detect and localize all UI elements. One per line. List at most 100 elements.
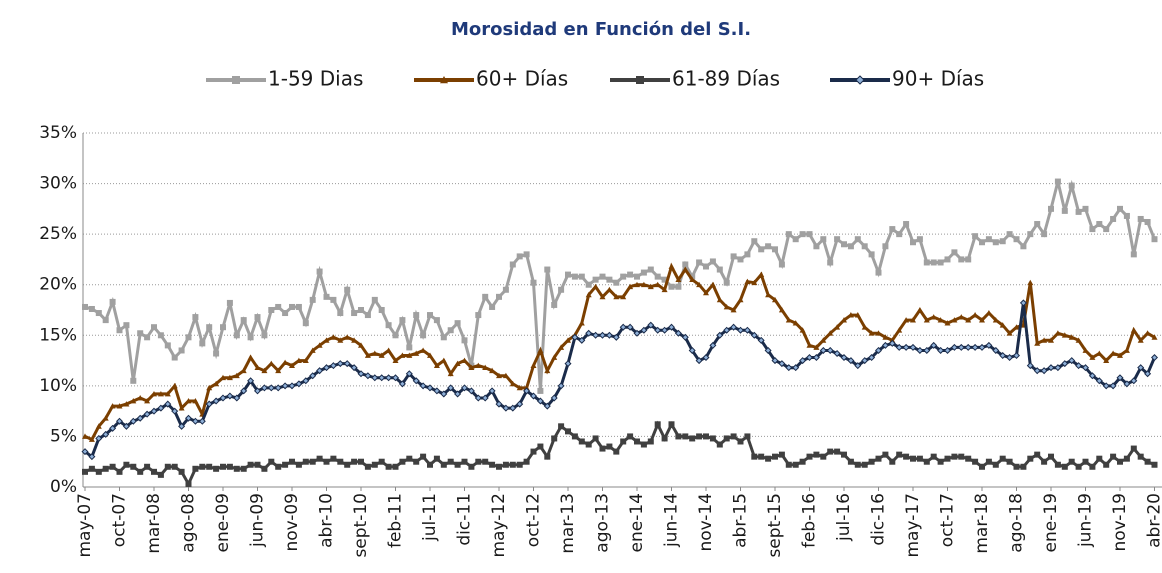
data-point bbox=[668, 263, 675, 269]
data-point bbox=[854, 461, 861, 468]
data-point bbox=[1013, 236, 1020, 243]
legend-marker bbox=[855, 75, 865, 85]
data-point bbox=[923, 458, 930, 465]
data-point bbox=[116, 403, 123, 409]
data-point bbox=[1150, 354, 1159, 362]
data-point bbox=[937, 346, 945, 354]
data-point bbox=[337, 310, 344, 317]
data-point bbox=[88, 453, 96, 461]
x-tick-label: nov-19 bbox=[1110, 493, 1130, 552]
data-point bbox=[778, 261, 785, 268]
data-point bbox=[233, 332, 240, 339]
data-point bbox=[889, 226, 896, 233]
data-point bbox=[496, 293, 502, 300]
data-point bbox=[592, 435, 599, 442]
data-point bbox=[806, 231, 813, 238]
data-point bbox=[164, 463, 171, 470]
data-point bbox=[454, 320, 461, 327]
data-point bbox=[502, 372, 509, 379]
data-point bbox=[827, 448, 834, 455]
series-line bbox=[84, 179, 1156, 391]
data-point bbox=[585, 329, 593, 337]
data-point bbox=[447, 370, 454, 377]
data-point bbox=[309, 296, 316, 303]
data-point bbox=[247, 334, 254, 341]
data-point bbox=[696, 433, 703, 440]
data-point bbox=[1075, 208, 1082, 215]
data-point bbox=[757, 336, 765, 344]
data-point bbox=[220, 374, 226, 381]
data-point bbox=[688, 346, 696, 354]
data-point bbox=[406, 344, 413, 351]
data-point bbox=[910, 239, 916, 246]
data-point bbox=[667, 323, 676, 331]
data-point bbox=[627, 433, 634, 440]
data-point bbox=[551, 435, 558, 442]
data-point bbox=[399, 317, 406, 324]
data-point bbox=[406, 455, 413, 462]
x-tick-label: sept-10 bbox=[351, 493, 371, 558]
data-point bbox=[1144, 219, 1151, 226]
data-point bbox=[282, 359, 289, 365]
data-point bbox=[220, 463, 226, 470]
data-point bbox=[260, 384, 268, 392]
data-point bbox=[654, 273, 661, 280]
data-point bbox=[1082, 458, 1089, 465]
data-point bbox=[751, 279, 758, 286]
series-line bbox=[84, 420, 1156, 488]
data-point bbox=[454, 390, 462, 398]
data-point bbox=[323, 458, 330, 465]
data-point bbox=[723, 326, 731, 334]
data-point bbox=[689, 273, 696, 280]
data-point bbox=[682, 266, 689, 272]
data-point bbox=[316, 342, 323, 348]
data-point bbox=[468, 364, 475, 371]
data-point bbox=[709, 341, 717, 349]
data-point bbox=[171, 354, 178, 361]
data-point bbox=[1068, 458, 1075, 465]
data-point bbox=[413, 350, 420, 356]
data-point bbox=[213, 380, 220, 387]
data-point bbox=[316, 367, 324, 375]
data-point bbox=[806, 342, 813, 348]
data-point bbox=[861, 324, 868, 330]
data-point bbox=[1020, 463, 1027, 470]
data-point bbox=[1034, 451, 1041, 458]
data-point bbox=[502, 404, 510, 412]
data-point bbox=[647, 438, 654, 445]
data-point bbox=[371, 296, 378, 303]
data-point bbox=[626, 323, 634, 331]
y-tick-label: 15% bbox=[39, 325, 77, 345]
data-point bbox=[1081, 364, 1090, 372]
data-point bbox=[854, 312, 861, 318]
data-point bbox=[551, 354, 558, 360]
data-point bbox=[144, 398, 151, 404]
x-tick-label: nov-09 bbox=[282, 493, 302, 552]
data-point bbox=[1089, 463, 1096, 470]
data-point bbox=[1110, 215, 1117, 222]
data-point bbox=[910, 317, 916, 323]
data-point bbox=[785, 364, 793, 372]
data-point bbox=[1151, 461, 1158, 468]
data-point bbox=[585, 291, 592, 298]
data-point bbox=[212, 397, 220, 405]
data-point bbox=[578, 438, 585, 445]
data-point bbox=[647, 283, 654, 290]
data-point bbox=[833, 349, 841, 357]
data-point bbox=[571, 433, 578, 440]
data-point bbox=[765, 243, 772, 250]
data-point bbox=[502, 461, 509, 468]
data-point bbox=[1110, 453, 1117, 460]
data-point bbox=[1061, 207, 1068, 214]
data-point bbox=[750, 331, 758, 339]
data-point bbox=[185, 398, 192, 404]
data-point bbox=[488, 387, 496, 395]
data-point bbox=[302, 377, 310, 385]
data-point bbox=[764, 346, 772, 354]
data-point bbox=[944, 455, 951, 462]
data-point bbox=[316, 455, 323, 462]
data-point bbox=[1089, 354, 1096, 360]
data-point bbox=[1006, 354, 1014, 362]
data-point bbox=[344, 461, 351, 468]
data-point bbox=[130, 377, 137, 384]
